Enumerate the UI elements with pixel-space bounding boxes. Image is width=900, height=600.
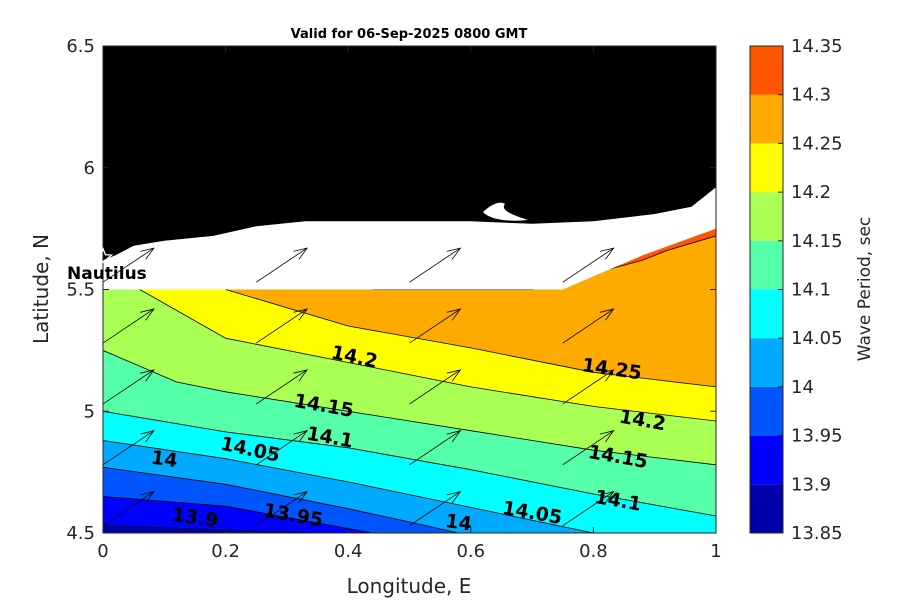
wave-vector (562, 490, 615, 527)
wave-vector (409, 308, 462, 344)
colorbar-segment (750, 289, 783, 339)
wave-vector (103, 490, 155, 527)
x-tick-label: 0.8 (579, 541, 608, 562)
colorbar-segment (750, 386, 783, 436)
wave-vector (562, 369, 615, 405)
colorbar-tick-label: 13.9 (791, 474, 831, 495)
colorbar-segment (750, 94, 783, 144)
colorbar-segment (750, 484, 783, 533)
land-mass (103, 46, 716, 261)
wave-vector (409, 490, 462, 527)
contour-line-14.15 (103, 350, 716, 466)
station-star-icon (92, 247, 114, 267)
colorbar-tick-label: 14.2 (791, 182, 831, 203)
colorbar-tick-label: 14.25 (791, 133, 843, 154)
colorbar-segment (750, 46, 783, 95)
colorbar: 13.85 13.9 13.95 14 14.05 14.1 14.15 14.2 14.25 1… (749, 36, 843, 544)
station-label: Nautilus (67, 264, 147, 284)
band-14.25 (103, 228, 716, 387)
contour-label: 14 (150, 447, 179, 472)
wave-vector (256, 490, 309, 527)
colorbar-segment (750, 435, 783, 485)
contour-line-14.2 (139, 289, 716, 422)
contour-line-14.05 (103, 440, 594, 533)
wave-vector (409, 247, 462, 283)
x-tick-label: 0.6 (456, 541, 485, 562)
x-tick-label: 0.2 (211, 541, 240, 562)
colorbar-tick-label: 14 (791, 377, 814, 398)
coastal-strip (103, 187, 716, 290)
wave-vector (562, 247, 615, 283)
contour-line-14.25 (225, 289, 716, 388)
colorbar-segment (750, 338, 783, 387)
contour-line-14.1 (103, 410, 716, 517)
colorbar-tick-label: 14.05 (791, 328, 843, 349)
contour-line-13.9 (103, 525, 318, 533)
colorbar-segment (750, 192, 783, 241)
colorbar-tick-label: 14.3 (791, 85, 831, 106)
wave-vector (256, 369, 309, 405)
lagoon-islet (483, 202, 528, 221)
x-axis-label: Longitude, E (347, 574, 472, 598)
axes: 0 0.2 0.4 0.6 0.8 1 4.5 5 5.5 6 6.5 (66, 36, 721, 562)
wave-vector (409, 369, 462, 405)
wave-vector (562, 430, 615, 466)
colorbar-segment (750, 240, 783, 290)
colorbar-tick-label: 14.35 (791, 36, 843, 57)
colorbar-tick-label: 13.95 (791, 426, 843, 447)
x-tick-label: 0 (97, 541, 108, 562)
colorbar-segment (750, 143, 783, 193)
wave-vector (103, 369, 155, 405)
wave-vector (256, 430, 309, 466)
wave-vector (103, 430, 155, 466)
colorbar-tick-label: 14.15 (791, 231, 843, 252)
y-tick-label: 4.5 (66, 523, 95, 544)
x-tick-label: 1 (710, 541, 721, 562)
y-tick-label: 5 (84, 401, 95, 422)
wave-vector (256, 247, 309, 283)
y-tick-label: 6 (84, 158, 95, 179)
wave-vector (409, 430, 462, 466)
y-tick-label: 6.5 (66, 36, 95, 57)
contour-line-13.95 (103, 496, 373, 533)
colorbar-label: Wave Period, sec (855, 217, 875, 362)
colorbar-tick-label: 13.85 (791, 523, 843, 544)
colorbar-tick-label: 14.1 (791, 280, 831, 301)
plot-area (103, 46, 716, 533)
chart-title: Valid for 06-Sep-2025 0800 GMT (291, 27, 528, 42)
wave-vector (103, 247, 155, 283)
x-tick-label: 0.4 (334, 541, 363, 562)
contour-label: 14 (444, 510, 473, 535)
y-tick-label: 5.5 (66, 280, 95, 301)
y-axis-label: Latitude, N (29, 234, 53, 344)
contour-line-14 (103, 466, 459, 533)
wave-vector (562, 308, 615, 344)
wave-vector (103, 308, 155, 344)
wave-vector (256, 308, 309, 344)
